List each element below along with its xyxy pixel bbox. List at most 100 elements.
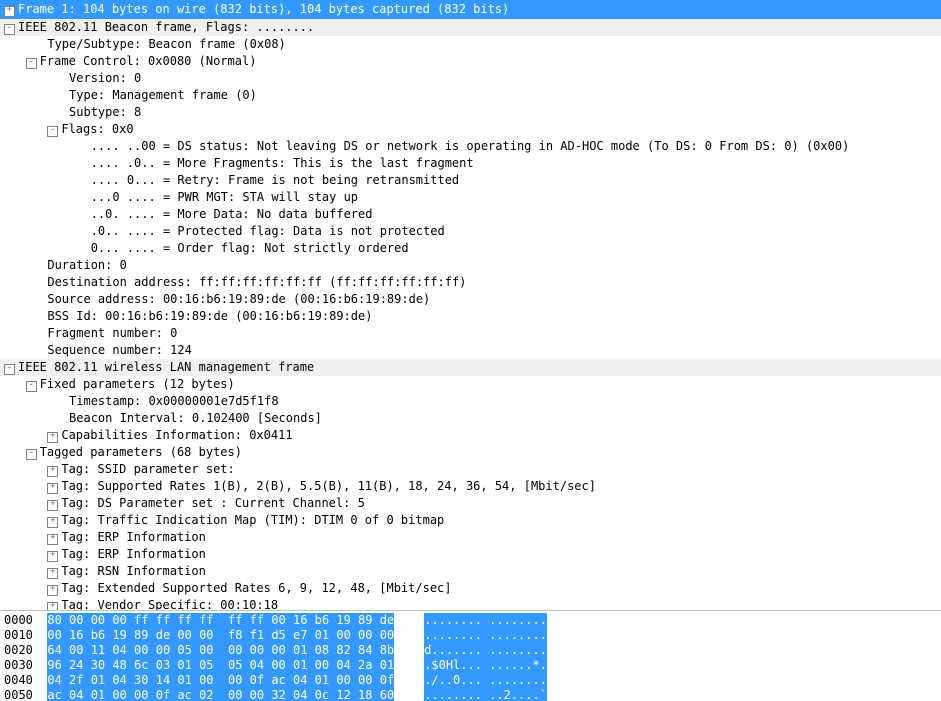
tree-row-text: Tag: ERP Information — [61, 530, 206, 544]
tree-row-text: Tagged parameters (68 bytes) — [40, 445, 242, 459]
tree-row[interactable]: Type: Management frame (0) — [0, 87, 941, 104]
hex-bytes: 04 2f 01 04 30 14 01 00 00 0f ac 04 01 0… — [47, 673, 394, 688]
tree-row-text: Source address: 00:16:b6:19:89:de (00:16… — [47, 292, 430, 306]
tree-row[interactable]: +Tag: ERP Information — [0, 546, 941, 563]
tree-row-text: Capabilities Information: 0x0411 — [61, 428, 292, 442]
hex-offset: 0040 — [4, 673, 33, 687]
tree-row[interactable]: Beacon Interval: 0.102400 [Seconds] — [0, 410, 941, 427]
tree-row[interactable]: ...0 .... = PWR MGT: STA will stay up — [0, 189, 941, 206]
tree-row[interactable]: +Tag: ERP Information — [0, 529, 941, 546]
tree-row-text: Destination address: ff:ff:ff:ff:ff:ff (… — [47, 275, 466, 289]
expander-icon[interactable]: + — [47, 602, 58, 611]
tree-row[interactable]: +Tag: Traffic Indication Map (TIM): DTIM… — [0, 512, 941, 529]
tree-row[interactable]: +Tag: Supported Rates 1(B), 2(B), 5.5(B)… — [0, 478, 941, 495]
hex-offset: 0020 — [4, 643, 33, 657]
tree-row[interactable]: BSS Id: 00:16:b6:19:89:de (00:16:b6:19:8… — [0, 308, 941, 325]
expander-icon[interactable]: + — [47, 551, 58, 562]
expander-icon[interactable]: + — [47, 432, 58, 443]
hex-line[interactable]: 0030 96 24 30 48 6c 03 01 05 05 04 00 01… — [0, 658, 941, 673]
hex-bytes: 80 00 00 00 ff ff ff ff ff ff 00 16 b6 1… — [47, 613, 394, 628]
tree-row-text: Tag: Traffic Indication Map (TIM): DTIM … — [61, 513, 444, 527]
tree-row[interactable]: Subtype: 8 — [0, 104, 941, 121]
expander-icon[interactable]: + — [47, 466, 58, 477]
expander-icon[interactable]: - — [26, 381, 37, 392]
tree-row[interactable]: Fragment number: 0 — [0, 325, 941, 342]
tree-row[interactable]: .... ..00 = DS status: Not leaving DS or… — [0, 138, 941, 155]
hex-line[interactable]: 0010 00 16 b6 19 89 de 00 00 f8 f1 d5 e7… — [0, 628, 941, 643]
tree-row[interactable]: Sequence number: 124 — [0, 342, 941, 359]
tree-row-text: Tag: RSN Information — [61, 564, 206, 578]
hex-offset: 0000 — [4, 613, 33, 627]
hex-line[interactable]: 0040 04 2f 01 04 30 14 01 00 00 0f ac 04… — [0, 673, 941, 688]
expander-icon[interactable]: - — [26, 58, 37, 69]
tree-row-text: Fixed parameters (12 bytes) — [40, 377, 235, 391]
tree-row[interactable]: -Tagged parameters (68 bytes) — [0, 444, 941, 461]
expander-icon[interactable]: + — [47, 517, 58, 528]
protocol-section-header[interactable]: -IEEE 802.11 Beacon frame, Flags: ......… — [0, 19, 941, 36]
hex-ascii: ........ ..2....` — [424, 688, 547, 701]
expander-icon[interactable]: + — [47, 585, 58, 596]
tree-row[interactable]: Duration: 0 — [0, 257, 941, 274]
tree-row-text: Beacon Interval: 0.102400 [Seconds] — [69, 411, 322, 425]
tree-row[interactable]: +Tag: DS Parameter set : Current Channel… — [0, 495, 941, 512]
expander-icon[interactable]: - — [4, 364, 15, 375]
hex-bytes: ac 04 01 00 00 0f ac 02 00 00 32 04 0c 1… — [47, 688, 394, 701]
hex-offset: 0050 — [4, 688, 33, 701]
tree-row[interactable]: Destination address: ff:ff:ff:ff:ff:ff (… — [0, 274, 941, 291]
tree-row-text: Tag: DS Parameter set : Current Channel:… — [61, 496, 364, 510]
tree-row-text: Duration: 0 — [47, 258, 126, 272]
hex-ascii: ........ ........ — [424, 628, 547, 643]
expander-icon[interactable]: + — [47, 483, 58, 494]
tree-row-text: Subtype: 8 — [69, 105, 141, 119]
tree-row[interactable]: -Fixed parameters (12 bytes) — [0, 376, 941, 393]
tree-row[interactable]: Timestamp: 0x00000001e7d5f1f8 — [0, 393, 941, 410]
tree-row-text: .... .0.. = More Fragments: This is the … — [91, 156, 474, 170]
hex-bytes: 96 24 30 48 6c 03 01 05 05 04 00 01 00 0… — [47, 658, 394, 673]
hex-dump-pane[interactable]: 0000 80 00 00 00 ff ff ff ff ff ff 00 16… — [0, 611, 941, 701]
tree-row-text: Type: Management frame (0) — [69, 88, 257, 102]
expander-icon[interactable]: - — [26, 449, 37, 460]
expander-icon[interactable]: + — [47, 500, 58, 511]
section-text: IEEE 802.11 wireless LAN management fram… — [18, 360, 314, 374]
hex-line[interactable]: 0000 80 00 00 00 ff ff ff ff ff ff 00 16… — [0, 613, 941, 628]
packet-details-tree[interactable]: +Frame 1: 104 bytes on wire (832 bits), … — [0, 0, 941, 611]
hex-line[interactable]: 0020 64 00 11 04 00 00 05 00 00 00 00 01… — [0, 643, 941, 658]
hex-ascii: ./..0... ........ — [424, 673, 547, 688]
tree-row-text: Tag: SSID parameter set: — [61, 462, 234, 476]
tree-row[interactable]: -Frame Control: 0x0080 (Normal) — [0, 53, 941, 70]
tree-row-text: 0... .... = Order flag: Not strictly ord… — [91, 241, 409, 255]
expander-icon[interactable]: + — [47, 568, 58, 579]
tree-row[interactable]: ..0. .... = More Data: No data buffered — [0, 206, 941, 223]
expander-icon[interactable]: + — [4, 6, 15, 17]
hex-line[interactable]: 0050 ac 04 01 00 00 0f ac 02 00 00 32 04… — [0, 688, 941, 701]
tree-row[interactable]: .... 0... = Retry: Frame is not being re… — [0, 172, 941, 189]
tree-row-text: Type/Subtype: Beacon frame (0x08) — [47, 37, 285, 51]
tree-row-text: ...0 .... = PWR MGT: STA will stay up — [91, 190, 358, 204]
protocol-section-header[interactable]: -IEEE 802.11 wireless LAN management fra… — [0, 359, 941, 376]
tree-row[interactable]: .... .0.. = More Fragments: This is the … — [0, 155, 941, 172]
tree-row[interactable]: +Tag: Extended Supported Rates 6, 9, 12,… — [0, 580, 941, 597]
hex-bytes: 64 00 11 04 00 00 05 00 00 00 00 01 08 8… — [47, 643, 394, 658]
tree-row-text: .... 0... = Retry: Frame is not being re… — [91, 173, 459, 187]
tree-row-text: Version: 0 — [69, 71, 141, 85]
tree-row[interactable]: -Flags: 0x0 — [0, 121, 941, 138]
tree-row[interactable]: +Tag: RSN Information — [0, 563, 941, 580]
expander-icon[interactable]: + — [47, 534, 58, 545]
tree-row[interactable]: +Tag: Vendor Specific: 00:10:18 — [0, 597, 941, 611]
expander-icon[interactable]: - — [47, 126, 58, 137]
tree-row-text: BSS Id: 00:16:b6:19:89:de (00:16:b6:19:8… — [47, 309, 372, 323]
expander-icon[interactable]: - — [4, 24, 15, 35]
tree-row[interactable]: Type/Subtype: Beacon frame (0x08) — [0, 36, 941, 53]
hex-ascii: ........ ........ — [424, 613, 547, 628]
section-text: IEEE 802.11 Beacon frame, Flags: .......… — [18, 20, 314, 34]
tree-row[interactable]: 0... .... = Order flag: Not strictly ord… — [0, 240, 941, 257]
tree-row[interactable]: +Tag: SSID parameter set: — [0, 461, 941, 478]
tree-row-text: Sequence number: 124 — [47, 343, 192, 357]
frame-summary-row[interactable]: +Frame 1: 104 bytes on wire (832 bits), … — [0, 0, 941, 19]
tree-row[interactable]: .0.. .... = Protected flag: Data is not … — [0, 223, 941, 240]
tree-row[interactable]: Version: 0 — [0, 70, 941, 87]
tree-row-text: Tag: Supported Rates 1(B), 2(B), 5.5(B),… — [61, 479, 596, 493]
tree-row[interactable]: +Capabilities Information: 0x0411 — [0, 427, 941, 444]
tree-row-text: Timestamp: 0x00000001e7d5f1f8 — [69, 394, 279, 408]
tree-row[interactable]: Source address: 00:16:b6:19:89:de (00:16… — [0, 291, 941, 308]
